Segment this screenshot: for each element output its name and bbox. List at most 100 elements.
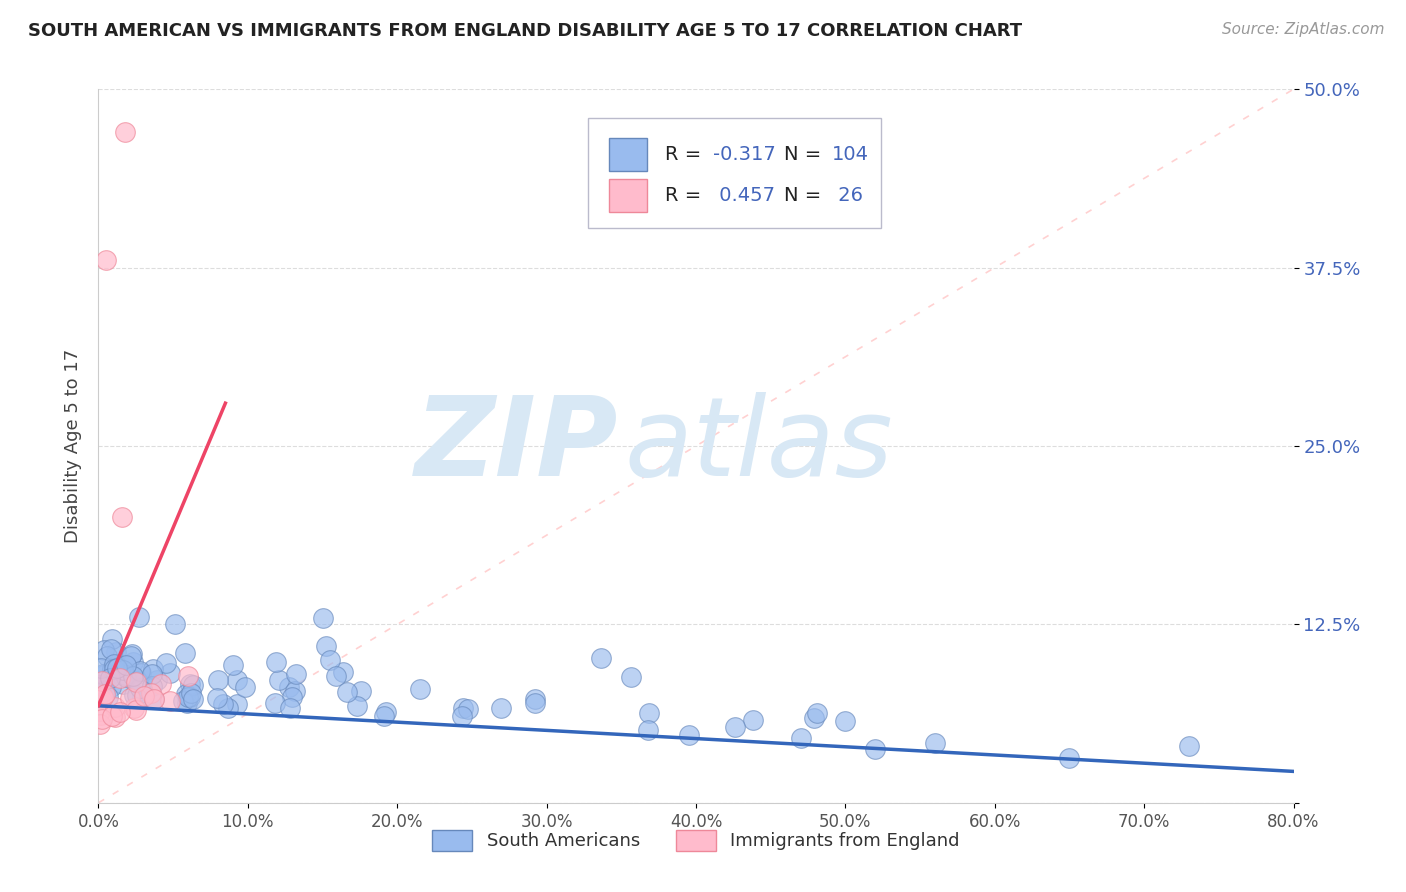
Point xyxy=(177,690,200,705)
Text: R =: R = xyxy=(665,186,707,205)
Text: R =: R = xyxy=(665,145,707,164)
Point xyxy=(141,667,163,681)
Point xyxy=(350,683,373,698)
Point xyxy=(620,669,643,683)
Y-axis label: Disability Age 5 to 17: Disability Age 5 to 17 xyxy=(63,349,82,543)
Point xyxy=(181,692,204,706)
Point xyxy=(89,692,111,706)
Point xyxy=(127,674,149,689)
Point xyxy=(141,679,163,693)
Point xyxy=(489,701,512,715)
Text: 26: 26 xyxy=(832,186,863,205)
Point xyxy=(125,674,148,689)
Point xyxy=(318,653,340,667)
Point xyxy=(134,689,156,703)
Point xyxy=(100,709,122,723)
Point xyxy=(374,705,396,719)
Point xyxy=(865,741,887,756)
Point xyxy=(179,690,201,704)
Point xyxy=(91,712,114,726)
Point xyxy=(122,655,145,669)
Point xyxy=(207,691,229,706)
Point xyxy=(176,696,198,710)
Point xyxy=(233,680,256,694)
Text: N =: N = xyxy=(785,186,828,205)
Point xyxy=(174,687,197,701)
Point xyxy=(112,663,135,677)
Text: -0.317: -0.317 xyxy=(713,145,776,164)
Point xyxy=(523,696,546,710)
Point xyxy=(98,672,121,686)
Point xyxy=(90,661,112,675)
Point xyxy=(94,687,117,701)
Point xyxy=(127,688,149,702)
Point xyxy=(89,704,111,718)
Point xyxy=(806,706,828,720)
Point xyxy=(93,643,115,657)
Point xyxy=(457,702,479,716)
Point xyxy=(165,617,187,632)
Point xyxy=(284,684,307,698)
Point xyxy=(120,648,142,663)
Point xyxy=(139,686,162,700)
Point xyxy=(173,646,195,660)
Point xyxy=(181,678,204,692)
Point xyxy=(1178,739,1201,754)
Point xyxy=(112,677,135,691)
Point xyxy=(409,681,432,696)
Point xyxy=(225,697,247,711)
Point xyxy=(115,670,138,684)
Point xyxy=(125,703,148,717)
Point xyxy=(89,677,111,691)
Point xyxy=(105,645,128,659)
Point xyxy=(114,668,136,682)
Point xyxy=(312,611,335,625)
Point xyxy=(143,691,166,706)
Point xyxy=(1059,751,1081,765)
Point xyxy=(212,697,235,711)
Point xyxy=(120,690,142,705)
Point xyxy=(111,510,134,524)
Text: SOUTH AMERICAN VS IMMIGRANTS FROM ENGLAND DISABILITY AGE 5 TO 17 CORRELATION CHA: SOUTH AMERICAN VS IMMIGRANTS FROM ENGLAN… xyxy=(28,22,1022,40)
Point xyxy=(100,632,122,646)
Point xyxy=(924,736,946,750)
Point xyxy=(180,686,202,700)
Point xyxy=(589,651,612,665)
Text: atlas: atlas xyxy=(624,392,893,500)
Point xyxy=(332,665,354,679)
Point xyxy=(678,728,700,742)
Point xyxy=(90,708,112,723)
Point xyxy=(742,713,765,727)
Point xyxy=(266,655,288,669)
Point xyxy=(105,660,128,674)
Point xyxy=(325,669,347,683)
Point xyxy=(177,669,200,683)
Point xyxy=(373,708,395,723)
Point xyxy=(131,690,153,705)
Point xyxy=(150,676,173,690)
Point xyxy=(789,731,811,745)
Point xyxy=(222,658,245,673)
Point xyxy=(284,666,307,681)
Point xyxy=(278,680,301,694)
Point xyxy=(159,694,181,708)
Point xyxy=(451,701,474,715)
Point xyxy=(523,692,546,706)
Point xyxy=(129,664,152,678)
Point xyxy=(315,639,337,653)
FancyBboxPatch shape xyxy=(609,179,647,212)
Point xyxy=(121,647,143,661)
Point xyxy=(278,701,301,715)
Point xyxy=(103,662,125,676)
Text: Source: ZipAtlas.com: Source: ZipAtlas.com xyxy=(1222,22,1385,37)
Point xyxy=(103,657,125,672)
Point xyxy=(91,690,114,704)
Point xyxy=(346,699,368,714)
Point xyxy=(128,610,150,624)
Point xyxy=(159,666,181,681)
Point xyxy=(141,662,163,676)
Point xyxy=(110,705,132,719)
Point xyxy=(105,658,128,673)
Legend: South Americans, Immigrants from England: South Americans, Immigrants from England xyxy=(425,822,967,858)
Point xyxy=(724,721,747,735)
